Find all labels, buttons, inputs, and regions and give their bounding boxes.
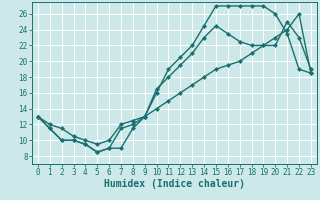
X-axis label: Humidex (Indice chaleur): Humidex (Indice chaleur) xyxy=(104,179,245,189)
